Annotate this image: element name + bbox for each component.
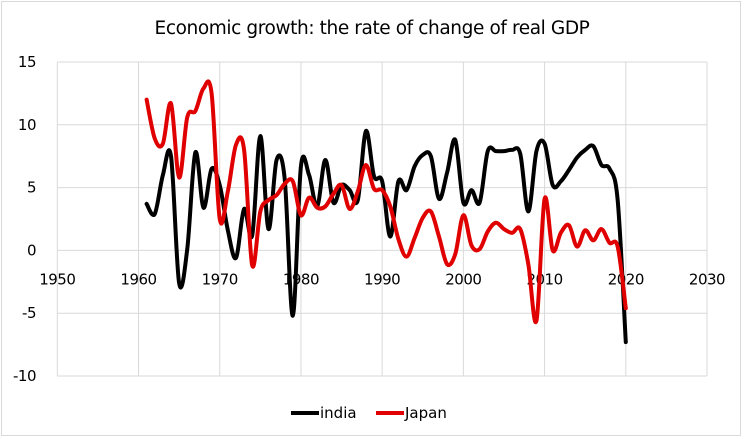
legend: india Japan <box>291 404 447 422</box>
y-axis-tick-labels: 15 10 5 0 -5 -10 <box>13 53 37 385</box>
series-line-india <box>144 129 628 345</box>
legend-item-japan: Japan <box>376 404 447 422</box>
x-tick-label: 1950 <box>39 270 75 288</box>
legend-item-india: india <box>291 404 357 422</box>
x-tick-label: 2030 <box>689 270 725 288</box>
chart-title: Economic growth: the rate of change of r… <box>155 18 590 39</box>
y-tick-label: 10 <box>18 116 36 134</box>
y-tick-label: 0 <box>27 241 36 259</box>
x-tick-label: 1960 <box>120 270 156 288</box>
x-tick-label: 1980 <box>283 270 319 288</box>
series-india <box>144 129 628 345</box>
x-tick-label: 2000 <box>445 270 481 288</box>
x-tick-label: 2020 <box>608 270 644 288</box>
y-tick-label: -5 <box>22 304 36 322</box>
x-tick-label: 2010 <box>526 270 562 288</box>
grid <box>56 61 708 377</box>
legend-label: Japan <box>404 404 447 422</box>
series-line-japan <box>144 79 628 325</box>
y-tick-label: 15 <box>18 53 36 71</box>
y-tick-label: 5 <box>27 179 36 197</box>
series-japan <box>144 79 628 325</box>
x-tick-label: 1990 <box>364 270 400 288</box>
x-axis-tick-labels: 1950 1960 1970 1980 1990 2000 2010 2020 2030 <box>39 270 725 288</box>
legend-label: india <box>320 404 357 422</box>
plot-series <box>144 79 628 345</box>
x-tick-label: 1970 <box>202 270 238 288</box>
y-tick-label: -10 <box>13 367 36 385</box>
